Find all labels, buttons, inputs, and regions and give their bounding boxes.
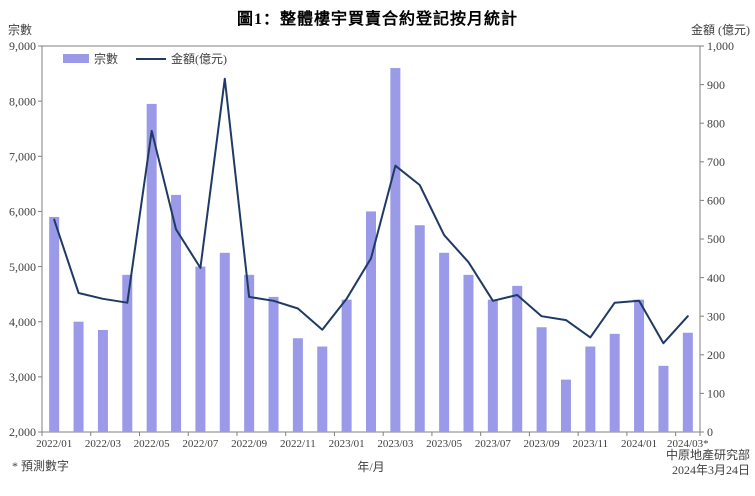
bar <box>146 103 157 433</box>
bar <box>268 296 279 432</box>
source-organization: 中原地產研究部 <box>665 448 750 462</box>
bar <box>585 346 596 432</box>
bar <box>463 274 474 432</box>
right-axis-tick-label: 300 <box>707 309 725 323</box>
right-axis-tick-label: 400 <box>707 271 725 285</box>
bar <box>195 266 206 432</box>
legend-amount-label: 金額(億元) <box>171 52 228 66</box>
bar <box>560 379 571 432</box>
x-axis-title: 年/月 <box>357 460 385 474</box>
right-axis-tick-label: 0 <box>707 425 713 439</box>
bar <box>390 68 401 433</box>
legend: 宗數 金額(億元) <box>63 50 227 67</box>
forecast-footnote: * 預測數字 <box>12 459 70 473</box>
right-axis-tick-label: 1,000 <box>707 39 734 53</box>
left-axis-tick-label: 5,000 <box>9 260 36 274</box>
bar <box>536 327 547 432</box>
x-axis-tick-label: 2022/01 <box>36 438 72 450</box>
legend-item-amount: 金額(億元) <box>136 50 227 67</box>
x-axis-tick-label: 2022/05 <box>134 438 171 450</box>
x-axis-tick-label: 2024/03* <box>667 438 709 450</box>
left-axis-unit-label: 宗數 <box>8 23 33 37</box>
bar <box>487 299 498 432</box>
bar <box>97 329 108 432</box>
bar <box>219 252 230 432</box>
bar <box>171 194 182 432</box>
source-date: 2024年3月24日 <box>671 463 750 477</box>
x-axis-tick-label: 2023/11 <box>573 438 609 450</box>
source-credit: 中原地產研究部 2024年3月24日 <box>666 448 750 478</box>
right-axis-unit-label: 金額 (億元) <box>691 23 750 37</box>
right-axis-tick-label: 700 <box>707 155 725 169</box>
bar <box>366 211 376 432</box>
left-axis-tick-label: 6,000 <box>9 205 36 219</box>
bar <box>292 338 303 432</box>
bar <box>682 332 693 432</box>
left-axis-tick-label: 3,000 <box>9 370 36 384</box>
x-axis-tick-label: 2024/01 <box>621 438 657 450</box>
chart-title: 圖1：整體樓宇買賣合約登記按月統計 <box>236 11 518 28</box>
bar <box>512 285 523 432</box>
left-axis-tick-label: 2,000 <box>9 425 36 439</box>
bar <box>73 321 84 432</box>
bar <box>341 299 352 432</box>
right-axis-tick-label: 600 <box>707 194 725 208</box>
left-axis-tick-label: 8,000 <box>9 94 36 108</box>
x-axis-tick-label: 2023/01 <box>329 438 365 450</box>
x-axis-tick-label: 2023/09 <box>524 438 561 450</box>
bar <box>414 225 425 432</box>
bar <box>49 216 60 432</box>
right-axis-tick-label: 100 <box>707 387 725 401</box>
x-axis-tick-label: 2022/11 <box>280 438 316 450</box>
left-axis-tick-label: 7,000 <box>9 149 36 163</box>
right-axis-tick-label: 900 <box>707 78 725 92</box>
x-axis-tick-label: 2022/03 <box>85 438 122 450</box>
bar <box>244 274 255 432</box>
legend-item-cases: 宗數 <box>63 50 118 67</box>
bar-swatch-icon <box>63 54 89 63</box>
bar <box>317 346 328 432</box>
bar <box>658 365 669 432</box>
bar <box>609 333 620 432</box>
x-axis-tick-label: 2023/07 <box>475 438 512 450</box>
left-axis-tick-label: 9,000 <box>9 39 36 53</box>
right-axis-tick-label: 200 <box>707 348 725 362</box>
line-swatch-icon <box>136 57 167 60</box>
amount-line <box>53 77 689 345</box>
left-axis-tick-label: 4,000 <box>9 315 36 329</box>
bar <box>439 252 450 432</box>
right-axis-tick-label: 800 <box>707 116 725 130</box>
x-axis-tick-label: 2023/05 <box>426 438 463 450</box>
x-axis-tick-label: 2023/03 <box>377 438 414 450</box>
bar <box>634 299 645 432</box>
right-axis-tick-label: 500 <box>707 232 725 246</box>
x-axis-tick-label: 2022/07 <box>182 438 219 450</box>
legend-cases-label: 宗數 <box>94 52 119 66</box>
bar <box>122 274 133 432</box>
x-axis-tick-label: 2022/09 <box>231 438 268 450</box>
